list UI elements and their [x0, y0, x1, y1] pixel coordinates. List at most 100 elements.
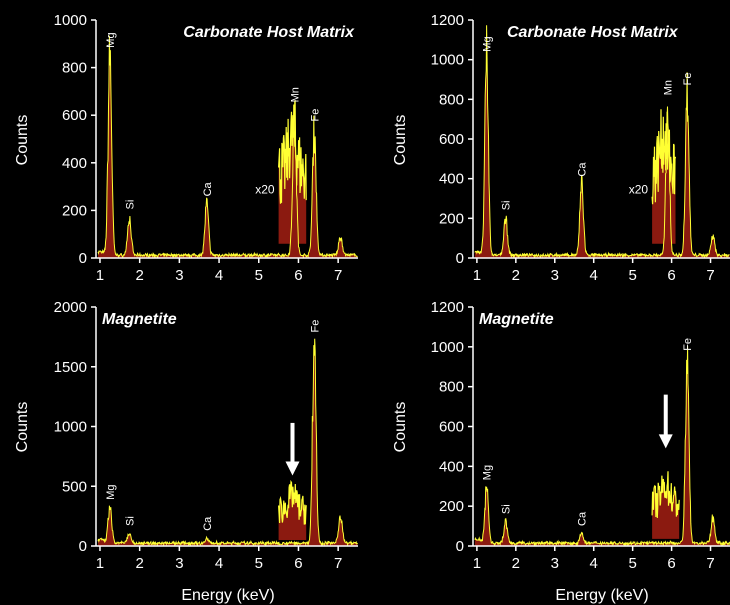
x-tick-label: 7: [706, 555, 714, 572]
x-tick-label: 6: [294, 267, 302, 284]
peak-label-fe: Fe: [309, 320, 321, 333]
peak-label-mn: Mn: [290, 87, 302, 102]
y-tick-label: 1200: [431, 12, 464, 29]
x-tick-label: 3: [551, 267, 559, 284]
inset-line: [651, 109, 677, 205]
peak-label-ca: Ca: [202, 516, 214, 531]
x-tick-label: 2: [135, 267, 143, 284]
x-tick-label: 6: [667, 267, 675, 284]
y-axis-label-top-left: Counts: [14, 115, 31, 166]
spectrum-fill: [474, 346, 730, 546]
x-tick-label: 5: [255, 267, 263, 284]
y-tick-label: 200: [62, 202, 87, 219]
x-tick-label: 1: [473, 555, 481, 572]
inset-fill: [278, 481, 307, 541]
peak-label-fe: Fe: [682, 73, 694, 86]
y-tick-label: 1000: [431, 339, 464, 356]
y-tick-label: 200: [439, 210, 464, 227]
y-tick-label: 600: [62, 107, 87, 124]
y-tick-label: 2000: [54, 299, 87, 316]
panel-carbonate-right: x20 0 200 400 600 800 1000 1200 1 2 3 4 5 6 7 Mg Si Ca Mn F…: [431, 12, 730, 284]
peak-label-si: Si: [501, 504, 513, 514]
inset-line: [278, 104, 307, 204]
spectrum-line: [97, 35, 358, 259]
y-axis-label-bottom-left: Counts: [14, 402, 31, 453]
x-tick-label: 3: [551, 555, 559, 572]
peak-label-si: Si: [124, 516, 136, 526]
x-tick-label: 4: [590, 555, 598, 572]
peak-label-ca: Ca: [577, 511, 589, 526]
peak-label-ca: Ca: [202, 181, 214, 196]
inset-line: [651, 471, 680, 519]
y-tick-label: 400: [62, 155, 87, 172]
x-tick-label: 5: [255, 555, 263, 572]
panel-title: Magnetite: [102, 311, 177, 328]
peak-label-mg: Mg: [482, 465, 494, 480]
magnification-label: x20: [629, 183, 649, 197]
peak-label-ca: Ca: [577, 162, 589, 177]
y-axis-label-top-right: Counts: [392, 115, 409, 166]
x-tick-label: 4: [590, 267, 598, 284]
y-tick-label: 600: [439, 419, 464, 436]
peak-label-si: Si: [501, 201, 513, 211]
y-tick-label: 1000: [431, 52, 464, 69]
peak-label-mn: Mn: [663, 80, 675, 95]
spectrum-fill: [98, 35, 358, 259]
arrow-head: [658, 434, 673, 449]
y-axis-label-bottom-right: Counts: [392, 402, 409, 453]
x-tick-label: 7: [334, 267, 342, 284]
x-tick-label: 2: [135, 555, 143, 572]
peak-label-fe: Fe: [682, 338, 694, 351]
y-tick-label: 800: [439, 379, 464, 396]
y-tick-label: 600: [439, 131, 464, 148]
panel-magnetite-right: 0 200 400 600 800 1000 1200 1 2 3 4 5 6 7 Mg Si Ca Fe Magn…: [431, 299, 730, 572]
peak-label-mg: Mg: [482, 36, 494, 51]
peak-label-mg: Mg: [105, 32, 117, 47]
x-tick-label: 5: [628, 555, 636, 572]
x-tick-label: 2: [512, 267, 520, 284]
y-tick-label: 1000: [54, 12, 87, 29]
y-tick-label: 0: [456, 538, 464, 555]
panel-title: Carbonate Host Matrix: [507, 24, 679, 41]
peak-label-fe: Fe: [309, 109, 321, 122]
x-tick-label: 6: [667, 555, 675, 572]
magnification-label: x20: [255, 183, 275, 197]
x-tick-label: 3: [175, 267, 183, 284]
x-tick-label: 7: [334, 555, 342, 572]
y-tick-label: 800: [62, 60, 87, 77]
x-tick-label: 1: [96, 267, 104, 284]
peak-label-si: Si: [124, 200, 136, 210]
x-tick-label: 6: [294, 555, 302, 572]
spectrum-line: [474, 25, 730, 259]
y-tick-label: 1000: [54, 419, 87, 436]
y-tick-label: 400: [439, 458, 464, 475]
y-tick-label: 400: [439, 171, 464, 188]
panel-magnetite-left: 0 500 1000 1500 2000 1 2 3 4 5 6 7 Mg Si Ca Fe Magnetite: [54, 299, 359, 572]
panel-title: Magnetite: [479, 311, 554, 328]
spectrum-line: [474, 346, 730, 547]
x-tick-label: 1: [96, 555, 104, 572]
inset-line: [278, 479, 307, 525]
peak-label-mg: Mg: [105, 485, 117, 500]
y-tick-label: 800: [439, 91, 464, 108]
panel-carbonate-left: x20 0 200 400 600 800 1000 1 2 3 4 5 6 7 Mg Si Ca Mn Fe Car…: [54, 12, 358, 284]
x-tick-label: 5: [628, 267, 636, 284]
y-tick-label: 0: [456, 250, 464, 267]
x-axis-label-right: Energy (keV): [555, 587, 648, 604]
y-tick-label: 1500: [54, 359, 87, 376]
spectrum-fill: [474, 25, 730, 258]
x-tick-label: 3: [175, 555, 183, 572]
y-tick-label: 500: [62, 478, 87, 495]
arrow-head: [285, 461, 300, 476]
y-tick-label: 0: [79, 538, 87, 555]
panel-title: Carbonate Host Matrix: [183, 24, 355, 41]
y-tick-label: 200: [439, 498, 464, 515]
spectrum-fill: [98, 338, 358, 546]
x-tick-label: 2: [512, 555, 520, 572]
x-tick-label: 1: [473, 267, 481, 284]
y-tick-label: 1200: [431, 299, 464, 316]
x-tick-label: 4: [215, 555, 223, 572]
spectrum-line: [97, 338, 359, 547]
x-tick-label: 7: [706, 267, 714, 284]
